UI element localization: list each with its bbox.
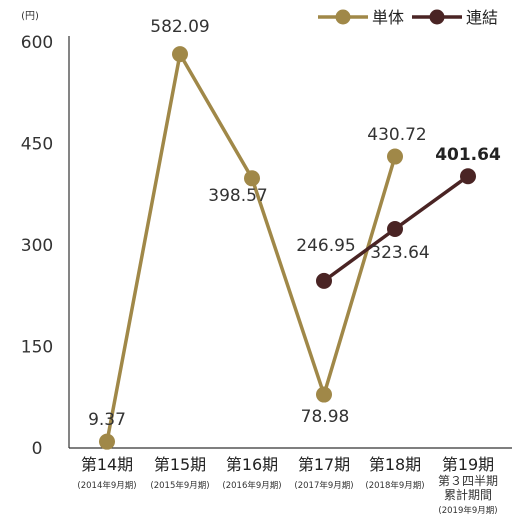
y-tick-label: 600: [21, 33, 53, 53]
x-tick-sublabel: 累計期間: [444, 487, 492, 502]
data-label: 430.72: [367, 125, 426, 145]
data-point: [172, 46, 188, 63]
data-point: [387, 148, 403, 165]
x-tick-label: 第14期: [81, 455, 133, 474]
legend-swatch-marker: [429, 9, 445, 25]
data-label: 401.64: [435, 145, 501, 165]
data-label: 323.64: [370, 243, 429, 263]
data-point: [316, 272, 332, 289]
data-point: [387, 221, 403, 238]
x-tick-sublabel: (2014年9月期): [77, 480, 136, 491]
y-tick-label: 0: [32, 439, 43, 459]
data-point: [316, 386, 332, 403]
data-point: [244, 170, 260, 187]
x-tick-sublabel: (2017年9月期): [294, 480, 353, 491]
x-tick-sublabel: (2016年9月期): [222, 480, 281, 491]
x-tick-label: 第16期: [226, 455, 278, 474]
x-tick-label: 第19期: [442, 455, 494, 474]
legend: 単体 連結: [318, 8, 498, 27]
data-label: 246.95: [296, 236, 355, 256]
x-tick-label: 第15期: [154, 455, 206, 474]
y-tick-label: 300: [21, 236, 53, 256]
data-point: [460, 168, 476, 185]
legend-entry-label: 単体: [372, 8, 404, 27]
x-axis: 第14期 (2014年9月期) 第15期 (2015年9月期) 第16期 (2016年9月…: [69, 447, 512, 516]
legend-entry-label: 連結: [466, 8, 498, 27]
x-tick-sublabel: (2015年9月期): [150, 480, 209, 491]
x-tick-label: 第17期: [298, 455, 350, 474]
data-label: 9.37: [88, 410, 126, 430]
legend-swatch-marker: [335, 9, 351, 25]
x-tick-sublabel: (2018年9月期): [365, 480, 424, 491]
data-point: [99, 433, 115, 450]
x-tick-label: 第18期: [369, 455, 421, 474]
data-label: 398.57: [208, 186, 267, 206]
x-tick-sublabel: (2019年9月期): [438, 505, 497, 516]
series-layer: 9.37 582.09 398.57 78.98 430.72 246.95 323.64 4…: [88, 17, 501, 450]
data-label: 582.09: [150, 17, 209, 37]
y-tick-label: 450: [21, 135, 53, 155]
data-label: 78.98: [301, 407, 350, 427]
x-tick-sublabel: 第３四半期: [438, 474, 498, 488]
y-axis: 0 150 300 450 600: [21, 33, 70, 459]
y-tick-label: 150: [21, 338, 53, 358]
y-axis-unit-label: (円): [21, 11, 39, 22]
